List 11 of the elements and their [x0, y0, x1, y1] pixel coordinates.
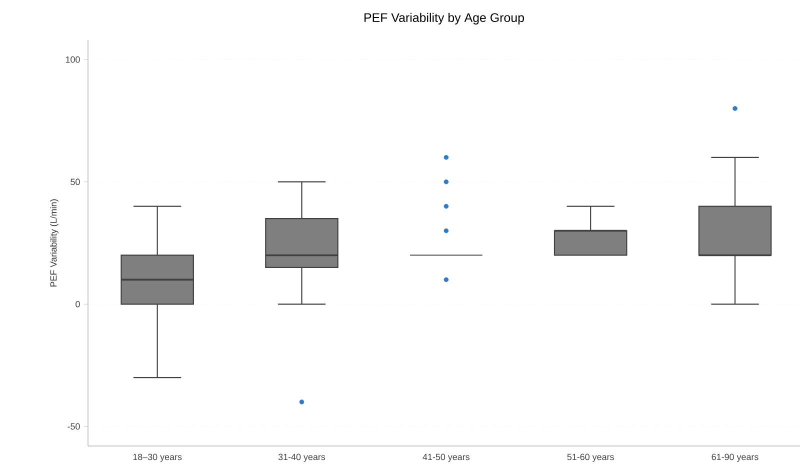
x-tick-label: 61-90 years [712, 454, 758, 462]
x-tick-label: 18–30 years [133, 454, 182, 462]
x-tick-label: 51-60 years [567, 454, 614, 462]
y-tick-label: 100 [66, 56, 80, 63]
chart-title: PEF Variability by Age Group [364, 12, 524, 24]
x-tick-label: 31-40 years [278, 454, 326, 462]
y-tick-label: -50 [68, 423, 80, 430]
x-tick-label: 41-50 years [422, 454, 470, 462]
y-tick-label: 50 [70, 178, 80, 186]
y-axis-title: PEF Variability (L/min) [50, 199, 58, 287]
y-tick-label: 0 [76, 300, 80, 308]
